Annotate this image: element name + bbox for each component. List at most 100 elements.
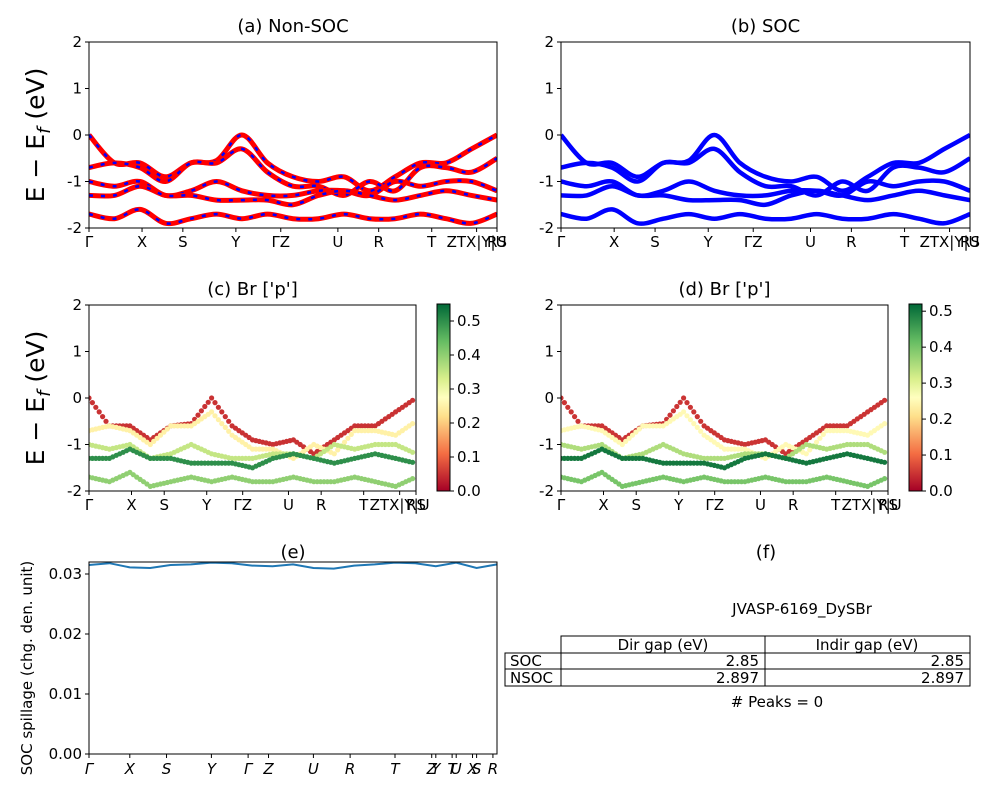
band-a-3-overlay <box>89 184 497 207</box>
x-tick-label-e: U <box>451 760 462 778</box>
y-tick-label-c: -2 <box>67 482 82 500</box>
x-tick-label-c: ΓZ <box>233 496 252 514</box>
point-c-0-0-1 <box>89 400 95 406</box>
point-c-0-6-5 <box>226 418 232 424</box>
point-c-4-15-5 <box>410 476 416 482</box>
x-tick-label-e: Y <box>431 760 442 778</box>
point-d-0-5-3 <box>670 408 677 414</box>
y-axis-label-middle: E − Ef (eV) <box>21 331 55 466</box>
colorbar-tick-label: 0.5 <box>457 312 481 330</box>
point-d-0-0-4 <box>572 414 578 420</box>
point-d-1-3-4 <box>633 429 639 435</box>
plot-area-b <box>561 132 970 226</box>
x-tick-label-d: R <box>788 496 798 514</box>
x-tick-label-b: U <box>805 233 816 251</box>
point-c-1-12-0 <box>331 451 337 457</box>
panel-d-br-p: -2 -1 0 1 2 Γ X S Y ΓZ U R T ZTX|Y|URS (d) Br ['p'] <box>539 279 902 514</box>
x-tick-label-a: R <box>373 233 383 251</box>
point-d-1-3-2 <box>626 435 632 441</box>
x-tick-label-d: U <box>755 496 766 514</box>
point-d-1-6-0 <box>681 409 687 415</box>
point-c-0-5-5 <box>205 399 211 405</box>
y-tick-label-b: 0 <box>544 126 554 144</box>
panel-title-a: (a) Non-SOC <box>237 16 348 37</box>
point-c-1-6-5 <box>226 428 232 434</box>
panel-b-soc: -2 -1 0 1 2 Γ X S Y ΓZ U R T ZTX|Y|URS (b) SOC <box>539 16 980 251</box>
band-a-0-overlay <box>89 133 497 193</box>
panel-c-br-p: -2 -1 0 1 2 Γ X S Y ΓZ U R T ZTX|Y|URS (c) Br ['p'] <box>67 279 430 514</box>
point-d-2-15-5 <box>882 449 888 455</box>
y-tick-label-a: 1 <box>72 80 82 98</box>
x-tick-label-e: X <box>466 760 478 778</box>
point-c-1-3-1 <box>151 438 157 444</box>
y-axis-label-e: SOC spillage (chg. den. unit) <box>18 561 36 776</box>
point-d-0-6-4 <box>694 414 700 420</box>
colorbar-tick-label: 0.0 <box>929 482 953 500</box>
x-tick-label-e: T <box>448 760 459 778</box>
x-tick-label-b: S <box>650 233 660 251</box>
x-tick-label-c: Y <box>201 496 212 514</box>
y-tick-label-c: 2 <box>72 296 82 314</box>
x-tick-label-c: Γ <box>85 496 94 514</box>
band-a-4-overlay <box>89 208 497 225</box>
point-d-1-6-5 <box>698 428 704 434</box>
table-row-soc-indir: 2.85 <box>931 652 964 670</box>
y-tick-label-d: 0 <box>544 389 554 407</box>
point-c-0-15-5 <box>410 397 416 403</box>
band-b-0 <box>561 132 970 194</box>
x-tick-label-a: X <box>137 233 147 251</box>
point-d-0-6-5 <box>698 418 704 424</box>
point-d-0-0-5 <box>575 418 581 424</box>
point-d-1-6-4 <box>694 424 700 430</box>
x-tick-label-d: Γ <box>557 496 566 514</box>
y-tick-label-e: 0.00 <box>49 745 82 763</box>
axes-frame-b <box>560 41 971 229</box>
x-tick-label-d: Y <box>673 496 684 514</box>
point-d-0-6-3 <box>691 409 697 415</box>
colorbar-tick-label: 0.3 <box>929 374 953 392</box>
x-tick-label-d: S <box>631 496 641 514</box>
point-d-1-12-4 <box>817 435 823 441</box>
table-header-indir: Indir gap (eV) <box>816 636 919 654</box>
colorbar-tick-label: 0.4 <box>457 346 481 364</box>
x-tick-label-d: X <box>598 496 608 514</box>
x-tick-label-d: RS <box>878 496 898 514</box>
point-c-1-6-0 <box>209 409 215 415</box>
point-c-1-6-3 <box>219 421 225 427</box>
x-tick-label-c: T <box>358 496 369 514</box>
table-row-nsoc-label: NSOC <box>510 669 553 687</box>
point-d-0-0-1 <box>561 400 568 406</box>
x-tick-label-c: R <box>316 496 326 514</box>
y-tick-label-d: -1 <box>539 436 554 454</box>
panel-title-c: (c) Br ['p'] <box>207 279 298 300</box>
point-d-0-0-2 <box>565 404 571 410</box>
point-c-1-15-5 <box>410 421 416 427</box>
colorbar-tick-label: 0.5 <box>929 302 953 320</box>
table-title: JVASP-6169_DySBr <box>731 600 873 619</box>
point-c-0-5-2 <box>195 412 201 418</box>
point-c-1-6-1 <box>212 413 218 419</box>
spillage-line <box>88 561 498 570</box>
x-tick-label-e: Z <box>262 760 274 778</box>
colorbar-c <box>436 303 451 492</box>
point-c-1-3-5 <box>164 426 170 432</box>
panel-a-non-soc: -2 -1 0 1 2 Γ X S Y ΓZ U R T ZTX|Y|URS (a) Non-SOC <box>67 16 507 251</box>
y-tick-label-d: 2 <box>544 296 554 314</box>
point-d-1-3-1 <box>623 438 629 444</box>
point-d-0-6-1 <box>684 400 690 406</box>
point-d-1-12-1 <box>807 447 813 453</box>
y-tick-label-b: -1 <box>539 173 554 191</box>
x-tick-label-e: S <box>472 760 482 778</box>
plot-area-c <box>89 395 416 489</box>
point-c-0-0-0 <box>89 395 92 401</box>
point-d-0-15-5 <box>882 397 888 403</box>
table-row-soc-dir: 2.85 <box>726 652 759 670</box>
y-axis-label-top: E − Ef (eV) <box>21 68 55 203</box>
y-tick-label-a: -2 <box>67 219 82 237</box>
x-tick-label-e: S <box>162 760 172 778</box>
panel-title-d: (d) Br ['p'] <box>678 279 770 300</box>
x-tick-label-b: X <box>609 233 619 251</box>
x-tick-label-e: Y <box>207 760 218 778</box>
x-tick-label-a: U <box>332 233 343 251</box>
y-tick-label-a: 0 <box>72 126 82 144</box>
